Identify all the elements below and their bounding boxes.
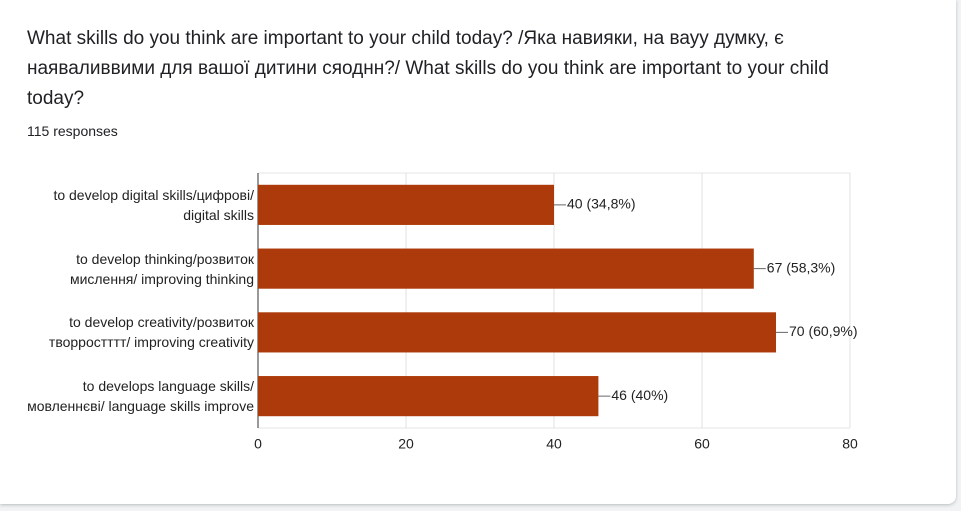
value-label: 67 (58,3%) (767, 259, 835, 275)
value-label: 70 (60,9%) (789, 323, 857, 339)
x-tick-label: 0 (254, 436, 262, 452)
x-tick-label: 20 (398, 436, 414, 452)
x-tick-label: 80 (842, 436, 858, 452)
x-tick-label: 60 (694, 436, 710, 452)
bar (258, 376, 599, 417)
y-tick-label: to develop digital skills/цифрові/ digit… (53, 186, 254, 223)
y-tick-label: to develop creativity/розвиток творростт… (48, 314, 254, 351)
x-tick-label: 40 (546, 436, 562, 452)
value-label: 46 (40%) (611, 387, 668, 403)
bar (258, 184, 554, 225)
bar (258, 248, 754, 289)
y-tick-label: to develop thinking/розвиток мислення/ i… (69, 250, 254, 287)
response-count: 115 responses (27, 123, 118, 139)
bar (258, 312, 776, 353)
chart-title: What skills do you think are important t… (27, 28, 829, 109)
y-tick-label: to develops language skills/ мовленнєві/… (27, 378, 254, 415)
value-label: 40 (34,8%) (567, 196, 635, 212)
